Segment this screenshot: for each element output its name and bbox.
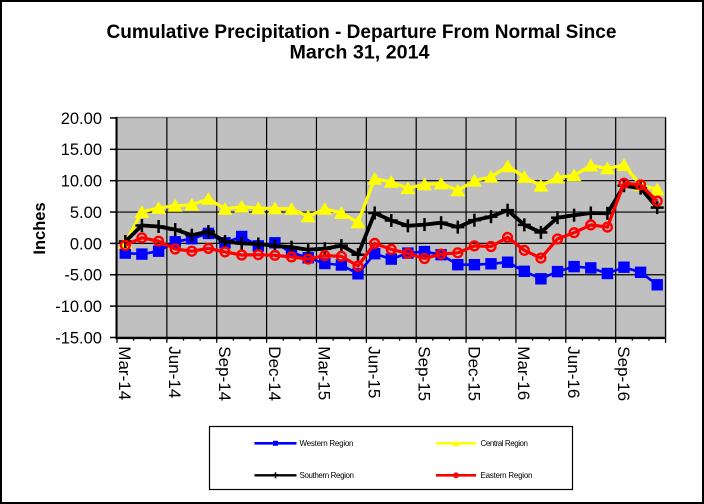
- svg-text:20.00: 20.00: [61, 110, 102, 128]
- svg-text:Jun-14: Jun-14: [165, 346, 184, 398]
- svg-text:Mar-16: Mar-16: [514, 346, 533, 400]
- svg-text:Mar-14: Mar-14: [115, 346, 134, 400]
- svg-text:Inches: Inches: [31, 202, 49, 254]
- svg-text:Dec-14: Dec-14: [265, 346, 284, 401]
- svg-text:March 31, 2014: March 31, 2014: [290, 41, 430, 63]
- svg-text:Sep-14: Sep-14: [215, 346, 234, 401]
- svg-text:Central Region: Central Region: [481, 439, 529, 448]
- svg-text:-15.00: -15.00: [55, 329, 102, 347]
- svg-text:Jun-16: Jun-16: [564, 346, 583, 398]
- svg-text:5.00: 5.00: [70, 204, 102, 222]
- svg-text:Dec-15: Dec-15: [464, 346, 483, 401]
- svg-text:-5.00: -5.00: [64, 267, 102, 285]
- svg-text:Mar-15: Mar-15: [315, 346, 334, 400]
- svg-text:Eastern Region: Eastern Region: [481, 471, 533, 480]
- svg-text:15.00: 15.00: [61, 141, 102, 159]
- svg-text:0.00: 0.00: [70, 235, 102, 253]
- svg-text:10.00: 10.00: [61, 173, 102, 191]
- svg-text:Jun-15: Jun-15: [365, 346, 384, 398]
- svg-text:Cumulative Precipitation - Dep: Cumulative Precipitation - Departure Fro…: [107, 21, 617, 43]
- svg-text:Western Region: Western Region: [300, 439, 354, 448]
- svg-text:-10.00: -10.00: [55, 298, 102, 316]
- svg-text:Sep-15: Sep-15: [414, 346, 433, 401]
- svg-text:Southern Region: Southern Region: [300, 471, 355, 480]
- svg-text:Sep-16: Sep-16: [614, 346, 633, 401]
